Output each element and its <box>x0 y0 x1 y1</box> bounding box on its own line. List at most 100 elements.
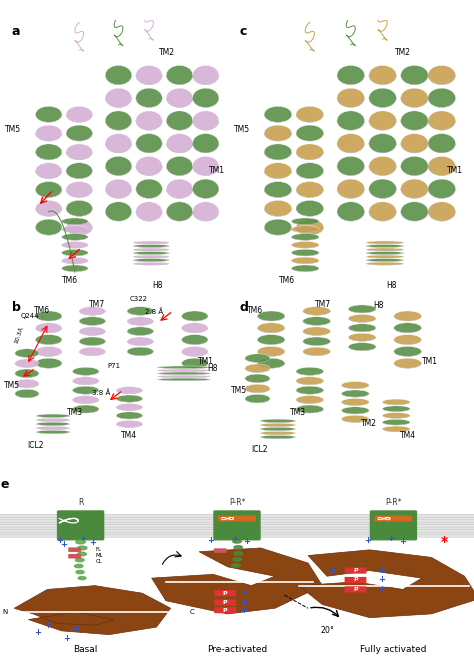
Ellipse shape <box>303 347 330 356</box>
Ellipse shape <box>342 390 369 397</box>
Circle shape <box>78 576 86 580</box>
Ellipse shape <box>394 358 421 368</box>
Ellipse shape <box>127 307 154 315</box>
Circle shape <box>234 552 243 555</box>
Ellipse shape <box>260 431 295 435</box>
Text: TM2: TM2 <box>361 419 377 428</box>
Ellipse shape <box>296 386 324 394</box>
Ellipse shape <box>73 368 99 375</box>
FancyBboxPatch shape <box>213 510 261 541</box>
Ellipse shape <box>260 419 295 422</box>
Text: TM1: TM1 <box>447 166 464 175</box>
Ellipse shape <box>337 179 365 198</box>
Ellipse shape <box>296 200 324 216</box>
Ellipse shape <box>133 262 169 265</box>
Ellipse shape <box>192 179 219 198</box>
Text: P: P <box>353 587 358 592</box>
Ellipse shape <box>62 226 88 233</box>
Ellipse shape <box>15 359 39 368</box>
Text: P: P <box>223 591 228 596</box>
Text: TM5: TM5 <box>234 125 250 134</box>
Ellipse shape <box>136 157 162 176</box>
Ellipse shape <box>62 265 88 272</box>
Ellipse shape <box>192 111 219 130</box>
Ellipse shape <box>36 182 62 198</box>
Ellipse shape <box>36 106 62 122</box>
Ellipse shape <box>428 65 456 85</box>
Text: Pre-activated: Pre-activated <box>207 644 267 654</box>
FancyBboxPatch shape <box>345 568 366 574</box>
Ellipse shape <box>62 241 88 248</box>
Text: P: P <box>223 607 228 613</box>
Text: +: + <box>44 621 51 630</box>
Ellipse shape <box>136 202 162 221</box>
Text: TM6: TM6 <box>34 307 50 315</box>
Text: TM5: TM5 <box>4 381 20 389</box>
Ellipse shape <box>127 317 154 325</box>
Ellipse shape <box>264 219 292 235</box>
Text: ICL2: ICL2 <box>27 442 44 450</box>
Ellipse shape <box>257 311 285 321</box>
Ellipse shape <box>292 226 319 233</box>
Ellipse shape <box>366 255 404 258</box>
Ellipse shape <box>36 358 62 368</box>
Ellipse shape <box>166 157 193 176</box>
Polygon shape <box>299 550 474 617</box>
Ellipse shape <box>116 420 143 428</box>
Text: TM1: TM1 <box>422 357 438 366</box>
Text: c: c <box>239 25 246 38</box>
Ellipse shape <box>342 399 369 406</box>
Ellipse shape <box>136 134 162 153</box>
Ellipse shape <box>260 423 295 426</box>
Text: +: + <box>241 589 247 598</box>
Ellipse shape <box>79 337 106 346</box>
Circle shape <box>232 564 240 567</box>
Text: P: P <box>223 600 228 605</box>
Circle shape <box>76 540 85 544</box>
Ellipse shape <box>157 366 210 369</box>
Ellipse shape <box>401 179 428 198</box>
Ellipse shape <box>337 134 365 153</box>
Ellipse shape <box>257 334 285 344</box>
Text: P-R*: P-R* <box>229 498 245 508</box>
Ellipse shape <box>303 327 330 336</box>
Ellipse shape <box>166 202 193 221</box>
Text: +: + <box>328 566 335 575</box>
Text: TM6: TM6 <box>247 307 263 315</box>
Text: TM4: TM4 <box>400 431 416 440</box>
Ellipse shape <box>348 305 376 313</box>
Text: Q244: Q244 <box>20 313 39 319</box>
Ellipse shape <box>383 426 410 432</box>
Text: N: N <box>2 609 8 615</box>
Ellipse shape <box>182 323 208 332</box>
Text: TM6: TM6 <box>63 276 79 285</box>
Ellipse shape <box>383 419 410 425</box>
Ellipse shape <box>292 233 319 240</box>
Ellipse shape <box>73 405 99 413</box>
Ellipse shape <box>348 324 376 332</box>
Ellipse shape <box>428 179 456 198</box>
Text: +: + <box>208 535 214 545</box>
Text: TM3: TM3 <box>291 408 307 416</box>
Text: TM2: TM2 <box>395 48 411 58</box>
Ellipse shape <box>116 403 143 410</box>
Ellipse shape <box>296 163 324 178</box>
Ellipse shape <box>245 364 270 373</box>
Ellipse shape <box>428 111 456 130</box>
Ellipse shape <box>15 349 39 358</box>
Ellipse shape <box>264 182 292 198</box>
Ellipse shape <box>133 258 169 262</box>
Ellipse shape <box>136 179 162 198</box>
Ellipse shape <box>366 258 404 262</box>
Ellipse shape <box>257 323 285 332</box>
Text: +: + <box>378 585 385 594</box>
Text: C: C <box>190 609 194 615</box>
Ellipse shape <box>260 436 295 439</box>
Ellipse shape <box>245 354 270 362</box>
Ellipse shape <box>157 372 210 375</box>
Ellipse shape <box>245 394 270 403</box>
Ellipse shape <box>62 233 88 240</box>
Text: TM4: TM4 <box>121 431 137 440</box>
Ellipse shape <box>348 342 376 351</box>
Circle shape <box>234 546 243 549</box>
